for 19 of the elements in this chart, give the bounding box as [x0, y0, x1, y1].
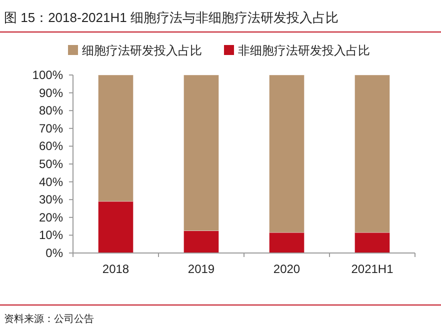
x-tick-label: 2019	[188, 262, 215, 276]
y-tick-label: 20%	[38, 210, 64, 224]
y-tick-label: 90%	[38, 86, 64, 100]
y-tick-label: 10%	[38, 228, 64, 242]
y-tick-label: 30%	[38, 192, 64, 207]
y-tick-label: 70%	[38, 121, 64, 136]
y-tick-label: 80%	[38, 104, 64, 118]
legend-label: 非细胞疗法研发投入占比	[238, 44, 370, 58]
y-tick-label: 50%	[38, 157, 64, 171]
y-tick-label: 60%	[38, 139, 64, 154]
y-tick-label: 100%	[32, 68, 64, 82]
legend-label: 细胞疗法研发投入占比	[82, 44, 202, 58]
y-tick-label: 0%	[46, 246, 64, 260]
x-tick-label: 2020	[273, 262, 300, 276]
x-tick-label: 2018	[102, 262, 130, 276]
x-tick-label: 2021H1	[351, 262, 394, 276]
title: 图 15：2018-2021H1 细胞疗法与非细胞疗法研发投入占比	[4, 10, 338, 25]
text: 资料来源：公司公告	[4, 313, 94, 325]
y-tick-label: 40%	[38, 174, 64, 189]
